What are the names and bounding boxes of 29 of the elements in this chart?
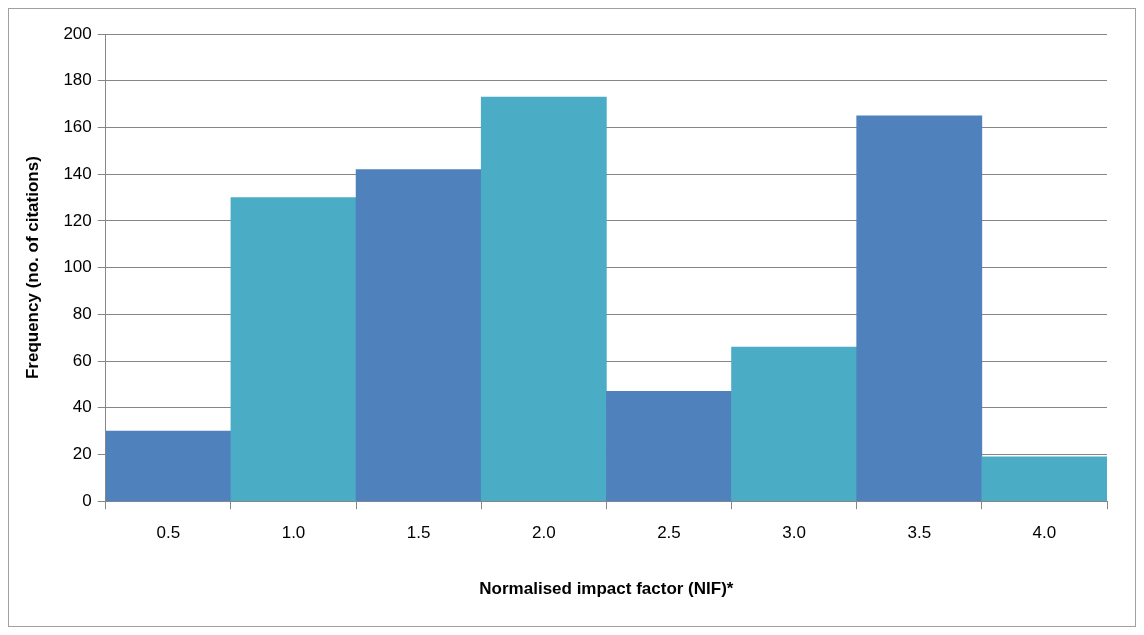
- bar: [856, 115, 983, 502]
- x-tick-label: 0.5: [156, 523, 181, 543]
- y-tick-label: 60: [72, 350, 92, 370]
- bar: [981, 456, 1107, 502]
- x-tick-label: 4.0: [1032, 523, 1057, 543]
- x-tick-label: 3.5: [907, 523, 932, 543]
- x-tick-label: 2.0: [531, 523, 556, 543]
- x-tick-label: 2.5: [657, 523, 681, 543]
- y-tick-label: 100: [63, 257, 92, 277]
- y-tick-label: 80: [72, 304, 92, 324]
- y-tick-label: 120: [63, 210, 92, 230]
- bar: [355, 169, 482, 502]
- x-tick-label: 3.0: [782, 523, 806, 543]
- y-tick-label: 0: [82, 490, 92, 510]
- bar: [606, 391, 732, 502]
- x-tick-label: 1.0: [281, 523, 306, 543]
- y-axis-title: Frequency (no. of citations): [22, 156, 42, 380]
- y-tick-label: 160: [63, 117, 92, 137]
- y-tick-label: 200: [63, 23, 92, 43]
- y-tick-label: 140: [63, 163, 92, 183]
- x-tick-label: 1.5: [406, 523, 431, 543]
- bar: [731, 346, 858, 502]
- bar: [230, 197, 357, 502]
- bar: [480, 96, 607, 502]
- y-tick-label: 40: [72, 397, 92, 417]
- y-tick-label: 20: [72, 444, 92, 464]
- bar: [105, 430, 232, 502]
- x-axis-title: Normalised impact factor (NIF)*: [479, 579, 734, 599]
- y-tick-label: 180: [63, 70, 92, 90]
